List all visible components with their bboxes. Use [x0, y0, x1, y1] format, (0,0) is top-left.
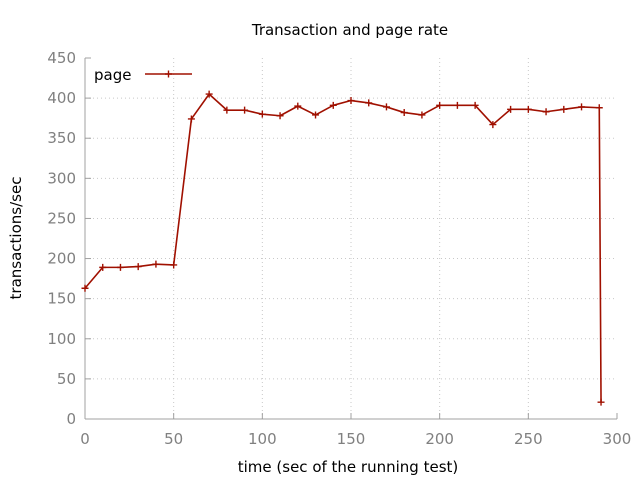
x-tick-label-300: 300: [603, 430, 632, 448]
data-point-291: [597, 398, 605, 406]
y-tick-label-300: 300: [47, 169, 76, 187]
data-point-130: [312, 111, 320, 119]
x-tick-label-0: 0: [80, 430, 90, 448]
data-point-240: [507, 105, 515, 113]
x-tick-label-150: 150: [337, 430, 366, 448]
series-group: [81, 90, 605, 406]
y-tick-label-200: 200: [47, 250, 76, 268]
x-tick-label-100: 100: [248, 430, 277, 448]
data-point-270: [560, 105, 568, 113]
legend: page: [94, 66, 192, 84]
y-tick-label-0: 0: [66, 410, 76, 428]
series-line-page: [84, 93, 602, 403]
y-tick-label-400: 400: [47, 89, 76, 107]
y-axis: 0 50 100 150 200 250 300 350 400 450: [47, 49, 91, 428]
data-point-230: [489, 121, 497, 129]
x-axis: 0 50 100 150 200 250 300: [80, 413, 631, 448]
grid-lines: [85, 58, 617, 419]
data-point-250: [524, 105, 532, 113]
data-point-190: [418, 111, 426, 119]
data-point-90: [241, 106, 249, 114]
data-point-100: [258, 110, 266, 118]
data-point-0: [81, 284, 89, 292]
x-tick-label-250: 250: [514, 430, 543, 448]
data-point-200: [436, 101, 444, 109]
data-point-220: [471, 101, 479, 109]
data-point-140: [329, 101, 337, 109]
data-point-30: [134, 263, 142, 271]
y-axis-label: transactions/sec: [7, 177, 25, 300]
data-point-70: [205, 90, 213, 98]
data-point-160: [365, 99, 373, 107]
data-point-290: [595, 104, 603, 112]
legend-marker-page: [165, 70, 172, 78]
data-point-60: [187, 115, 195, 123]
x-tick-label-50: 50: [164, 430, 183, 448]
data-point-40: [152, 260, 160, 268]
y-tick-label-250: 250: [47, 209, 76, 227]
data-point-80: [223, 106, 231, 114]
data-point-110: [276, 112, 284, 120]
data-point-260: [542, 108, 550, 116]
chart-title: Transaction and page rate: [251, 21, 448, 39]
y-tick-label-150: 150: [47, 290, 76, 308]
y-tick-label-450: 450: [47, 49, 76, 67]
data-point-120: [294, 102, 302, 110]
data-point-170: [382, 103, 390, 111]
data-point-50: [170, 261, 178, 269]
y-tick-label-100: 100: [47, 330, 76, 348]
data-point-150: [347, 97, 355, 105]
y-tick-label-50: 50: [57, 370, 76, 388]
data-point-210: [453, 101, 461, 109]
data-point-20: [116, 263, 124, 271]
data-point-180: [400, 109, 408, 117]
legend-label-page: page: [94, 66, 131, 84]
x-tick-label-200: 200: [425, 430, 454, 448]
x-axis-label: time (sec of the running test): [238, 458, 459, 476]
data-point-10: [99, 263, 107, 271]
data-point-280: [578, 103, 586, 111]
y-tick-label-350: 350: [47, 129, 76, 147]
